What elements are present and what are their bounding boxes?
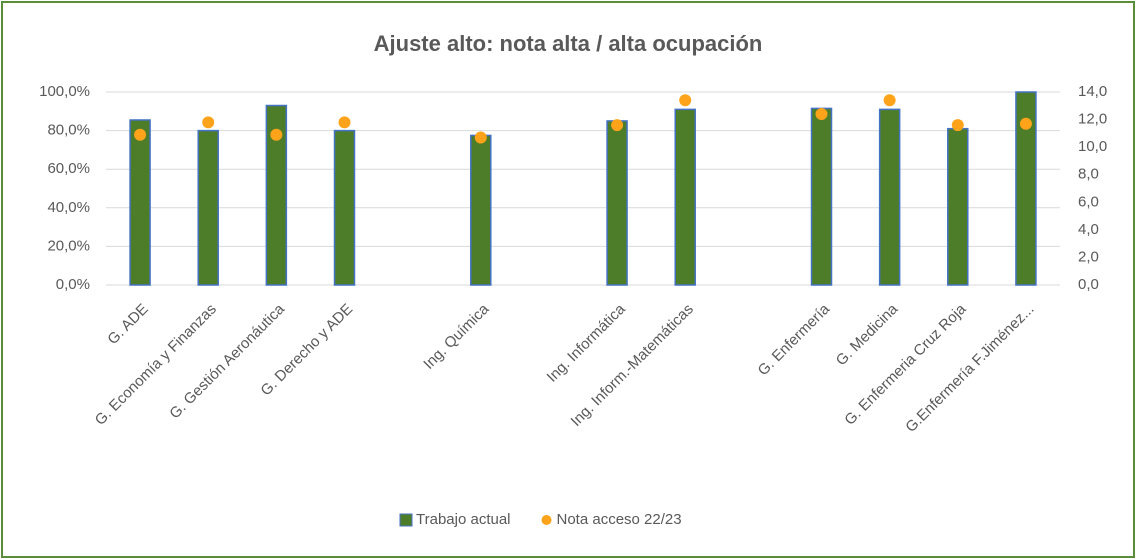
y2-tick-label: 0,0: [1078, 276, 1099, 293]
dot: [338, 116, 351, 129]
dot: [270, 128, 283, 141]
legend-label: Trabajo actual: [416, 511, 511, 528]
y-tick-label: 60,0%: [47, 160, 90, 177]
y2-tick-label: 14,0: [1078, 83, 1107, 100]
dot: [883, 94, 896, 107]
y2-tick-label: 10,0: [1078, 138, 1107, 155]
bar: [947, 127, 969, 286]
y-tick-label: 100,0%: [39, 83, 90, 100]
bar: [674, 108, 696, 286]
y-tick-label: 0,0%: [56, 276, 90, 293]
bar: [333, 129, 356, 286]
bar: [129, 119, 151, 286]
chart-title: Ajuste alto: nota alta / alta ocupación: [374, 31, 763, 56]
y-tick-label: 20,0%: [47, 237, 90, 254]
bar: [878, 108, 901, 286]
dot: [611, 119, 624, 132]
bar: [1015, 91, 1037, 286]
bar: [265, 104, 288, 286]
bar: [810, 107, 833, 286]
dot: [134, 128, 147, 141]
legend-swatch: [541, 515, 552, 525]
bar: [197, 129, 219, 286]
dot: [1019, 117, 1032, 130]
dot: [951, 119, 964, 132]
y2-tick-label: 8,0: [1078, 166, 1099, 183]
bar: [470, 134, 492, 286]
legend-label: Nota acceso 22/23: [557, 511, 682, 528]
y-tick-label: 40,0%: [47, 199, 90, 216]
y2-tick-label: 6,0: [1078, 193, 1099, 210]
legend-swatch: [399, 513, 413, 527]
dot: [474, 131, 487, 144]
dot: [202, 116, 215, 129]
y2-tick-label: 4,0: [1078, 221, 1099, 238]
dot: [679, 94, 692, 107]
dot: [815, 108, 828, 121]
y2-tick-label: 12,0: [1078, 111, 1107, 128]
y-tick-label: 80,0%: [47, 122, 90, 139]
bar: [606, 120, 628, 286]
y2-tick-label: 2,0: [1078, 248, 1099, 265]
